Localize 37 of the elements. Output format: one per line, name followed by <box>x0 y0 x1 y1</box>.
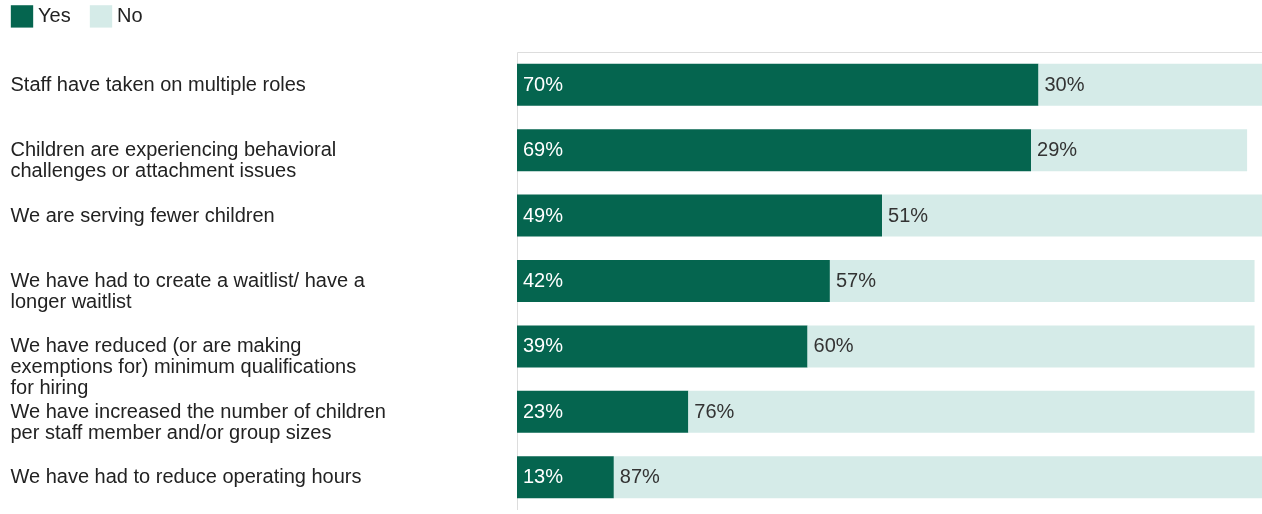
bar <box>517 194 883 237</box>
data-label: 49% <box>523 203 564 226</box>
y-tick-label: We have reduced (or are making exemptions for) minimum qualifications for hiring <box>10 334 357 399</box>
bar <box>1038 63 1262 106</box>
bar <box>517 63 1039 106</box>
data-label: 29% <box>1037 138 1078 161</box>
y-tick-label: We have had to reduce operating hours <box>10 465 362 488</box>
data-label: 76% <box>694 399 735 422</box>
y-tick-label: We are serving fewer children <box>10 203 275 226</box>
legend-label: Yes <box>38 4 71 27</box>
bar <box>829 260 1255 302</box>
y-tick-label: We have increased the number of children per staff member and/or group sizes <box>10 399 386 443</box>
data-label: 39% <box>523 334 564 357</box>
bar <box>517 260 830 302</box>
data-label: 57% <box>835 269 877 291</box>
bar <box>517 325 808 368</box>
bar <box>517 129 1032 172</box>
y-tick-label: Staff have taken on multiple roles <box>10 72 306 95</box>
data-label: 42% <box>523 269 564 291</box>
bar <box>613 456 1262 499</box>
data-label: 69% <box>523 138 564 161</box>
bar <box>1031 129 1248 172</box>
bar <box>882 194 1262 237</box>
data-label: 30% <box>1044 72 1085 95</box>
y-tick-label: We have had to create a waitlist/ have a longer waitlist <box>10 269 366 312</box>
data-label: 23% <box>523 399 564 422</box>
data-label: 87% <box>619 465 661 488</box>
bar <box>517 390 689 433</box>
bar <box>688 390 1255 433</box>
data-label: 51% <box>888 203 929 226</box>
y-tick-label: Children are experiencing behavioral challenges or attachment issues <box>10 138 337 182</box>
data-label: 60% <box>813 334 854 357</box>
legend-label: No <box>117 4 143 27</box>
bar <box>517 456 614 499</box>
data-label: 13% <box>523 465 564 488</box>
bar <box>807 325 1255 368</box>
data-label: 70% <box>523 72 564 95</box>
